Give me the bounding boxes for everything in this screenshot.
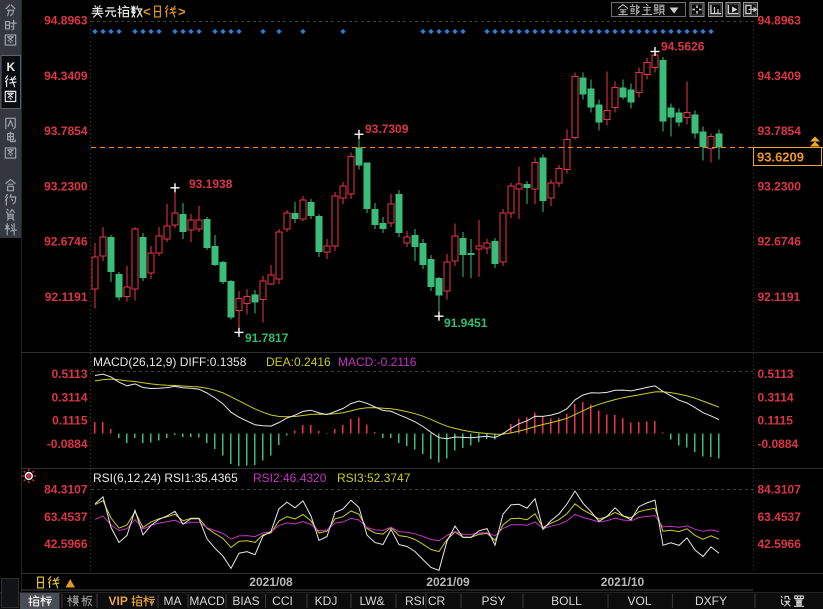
svg-text:>: > bbox=[178, 4, 186, 19]
svg-text:94.3409: 94.3409 bbox=[758, 69, 802, 83]
svg-text:0.3114: 0.3114 bbox=[51, 390, 87, 404]
svg-text:63.4537: 63.4537 bbox=[758, 510, 802, 524]
svg-text:MACD(26,12,9) DIFF:0.1358: MACD(26,12,9) DIFF:0.1358 bbox=[93, 355, 247, 369]
svg-text:-0.0884: -0.0884 bbox=[758, 437, 799, 451]
svg-text:RSI(6,12,24) RSI1:35.4365: RSI(6,12,24) RSI1:35.4365 bbox=[93, 471, 238, 485]
svg-text:93.7854: 93.7854 bbox=[758, 124, 802, 138]
svg-text:RSI2:46.4320: RSI2:46.4320 bbox=[253, 471, 327, 485]
svg-text:RSI: RSI bbox=[405, 594, 425, 608]
svg-text:92.6746: 92.6746 bbox=[44, 235, 88, 249]
svg-text:93.1938: 93.1938 bbox=[189, 177, 233, 191]
svg-text:93.2300: 93.2300 bbox=[44, 179, 88, 193]
svg-text:DEA:0.2416: DEA:0.2416 bbox=[266, 355, 331, 369]
svg-text:0.5113: 0.5113 bbox=[758, 367, 794, 381]
svg-text:RSI3:52.3747: RSI3:52.3747 bbox=[337, 471, 411, 485]
svg-text:84.3107: 84.3107 bbox=[758, 483, 802, 497]
svg-text:2021/10: 2021/10 bbox=[601, 575, 645, 589]
svg-text:84.3107: 84.3107 bbox=[44, 483, 88, 497]
svg-text:42.5966: 42.5966 bbox=[758, 537, 802, 551]
svg-text:2021/09: 2021/09 bbox=[426, 575, 470, 589]
svg-text:BIAS: BIAS bbox=[232, 594, 259, 608]
svg-text:0.1115: 0.1115 bbox=[758, 414, 794, 428]
svg-text:MACD: MACD bbox=[189, 594, 225, 608]
svg-text:LW&: LW& bbox=[359, 594, 384, 608]
svg-text:94.5626: 94.5626 bbox=[661, 40, 705, 54]
svg-text:93.7309: 93.7309 bbox=[365, 122, 409, 136]
svg-text:2021/08: 2021/08 bbox=[249, 575, 293, 589]
svg-text:94.3409: 94.3409 bbox=[44, 69, 88, 83]
svg-text:93.7854: 93.7854 bbox=[44, 124, 88, 138]
svg-text:PSY: PSY bbox=[481, 594, 505, 608]
svg-text:92.6746: 92.6746 bbox=[758, 235, 802, 249]
svg-text:0.1115: 0.1115 bbox=[52, 414, 88, 428]
svg-text:CCI: CCI bbox=[272, 594, 293, 608]
svg-text:92.1191: 92.1191 bbox=[758, 290, 801, 304]
svg-text:0.5113: 0.5113 bbox=[51, 367, 87, 381]
svg-text:MACD:-0.2116: MACD:-0.2116 bbox=[338, 355, 417, 369]
svg-text:93.2300: 93.2300 bbox=[758, 179, 802, 193]
svg-text:91.7817: 91.7817 bbox=[245, 331, 289, 345]
svg-text:91.9451: 91.9451 bbox=[444, 316, 488, 330]
svg-text:K: K bbox=[6, 60, 15, 74]
svg-text:94.8963: 94.8963 bbox=[758, 14, 802, 28]
svg-text:MA: MA bbox=[164, 594, 182, 608]
svg-text:93.6209: 93.6209 bbox=[757, 150, 804, 165]
svg-text:0.3114: 0.3114 bbox=[758, 390, 794, 404]
svg-text:<: < bbox=[143, 4, 151, 19]
svg-text:CR: CR bbox=[428, 594, 446, 608]
svg-text:VOL: VOL bbox=[627, 594, 651, 608]
svg-text:-0.0884: -0.0884 bbox=[47, 437, 88, 451]
svg-text:VIP: VIP bbox=[109, 594, 128, 608]
svg-text:KDJ: KDJ bbox=[315, 594, 338, 608]
svg-text:63.4537: 63.4537 bbox=[44, 510, 88, 524]
svg-text:92.1191: 92.1191 bbox=[45, 290, 88, 304]
svg-text:42.5966: 42.5966 bbox=[44, 537, 88, 551]
svg-text:94.8963: 94.8963 bbox=[44, 14, 88, 28]
svg-text:DXFY: DXFY bbox=[695, 594, 727, 608]
svg-text:BOLL: BOLL bbox=[551, 594, 582, 608]
